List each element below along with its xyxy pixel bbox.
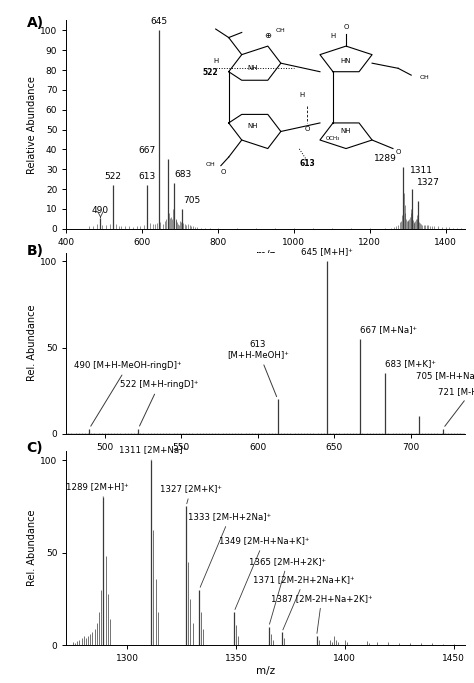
Text: 645 [M+H]⁺: 645 [M+H]⁺ xyxy=(301,247,353,256)
Text: 522: 522 xyxy=(104,172,121,181)
Text: O: O xyxy=(221,169,226,175)
Text: 613
[M+H-MeOH]⁺: 613 [M+H-MeOH]⁺ xyxy=(227,340,289,397)
Text: B): B) xyxy=(27,244,44,257)
X-axis label: m/z: m/z xyxy=(256,249,275,260)
Text: 1289: 1289 xyxy=(374,154,397,163)
Text: H: H xyxy=(330,33,336,38)
Text: 490: 490 xyxy=(92,206,109,215)
Text: A): A) xyxy=(27,16,44,30)
Text: 645: 645 xyxy=(151,18,168,27)
Text: 1333 [2M-H+2Na]⁺: 1333 [2M-H+2Na]⁺ xyxy=(188,512,272,587)
Text: 1289 [2M+H]⁺: 1289 [2M+H]⁺ xyxy=(66,483,129,497)
Text: OH: OH xyxy=(419,74,429,79)
Text: O: O xyxy=(395,149,401,154)
Text: 1365 [2M-H+2K]⁺: 1365 [2M-H+2K]⁺ xyxy=(249,557,326,624)
Text: H: H xyxy=(213,58,219,64)
Text: OH: OH xyxy=(206,162,215,167)
Y-axis label: Relative Abundance: Relative Abundance xyxy=(27,76,37,173)
X-axis label: m/z: m/z xyxy=(256,454,275,464)
Text: 721 [M-H+2K]⁺: 721 [M-H+2K]⁺ xyxy=(438,387,474,426)
Text: 522: 522 xyxy=(203,68,218,77)
X-axis label: m/z: m/z xyxy=(256,666,275,676)
Text: OCH₃: OCH₃ xyxy=(326,136,340,141)
Text: ⊕: ⊕ xyxy=(264,31,271,40)
Text: 1311: 1311 xyxy=(410,166,433,176)
Text: 1371 [2M-2H+2Na+K]⁺: 1371 [2M-2H+2Na+K]⁺ xyxy=(254,575,355,630)
Text: 1327 [2M+K]⁺: 1327 [2M+K]⁺ xyxy=(160,484,222,504)
Text: 1349 [2M-H+Na+K]⁺: 1349 [2M-H+Na+K]⁺ xyxy=(219,536,309,609)
Text: 522 [M+H-ringD]⁺: 522 [M+H-ringD]⁺ xyxy=(120,380,199,426)
Text: O: O xyxy=(343,24,349,30)
Y-axis label: Rel. Abundance: Rel. Abundance xyxy=(27,305,37,382)
Text: H: H xyxy=(299,92,304,98)
Text: 667 [M+Na]⁺: 667 [M+Na]⁺ xyxy=(360,324,418,334)
Text: HN: HN xyxy=(341,59,351,64)
Text: 705 [M-H+Na+K]⁺: 705 [M-H+Na+K]⁺ xyxy=(416,372,474,380)
Text: 613: 613 xyxy=(299,158,315,167)
Text: 705: 705 xyxy=(183,196,200,205)
Y-axis label: Rel. Abundance: Rel. Abundance xyxy=(27,510,37,587)
Text: 667: 667 xyxy=(138,146,156,156)
Text: OH: OH xyxy=(276,29,286,33)
Text: O: O xyxy=(304,126,310,133)
Text: 490 [M+H-MeOH-ringD]⁺: 490 [M+H-MeOH-ringD]⁺ xyxy=(74,361,182,426)
Text: 1311 [2M+Na]⁺: 1311 [2M+Na]⁺ xyxy=(118,445,187,460)
Text: NH: NH xyxy=(247,124,257,129)
Text: 683: 683 xyxy=(174,170,191,179)
Text: 683 [M+K]⁺: 683 [M+K]⁺ xyxy=(385,359,436,368)
Text: NH: NH xyxy=(247,66,257,71)
Text: 613: 613 xyxy=(138,172,156,181)
Text: 1387 [2M-2H+Na+2K]⁺: 1387 [2M-2H+Na+2K]⁺ xyxy=(271,594,373,633)
Text: 1327: 1327 xyxy=(417,178,439,187)
Text: NH: NH xyxy=(341,128,351,135)
Text: C): C) xyxy=(27,441,43,455)
